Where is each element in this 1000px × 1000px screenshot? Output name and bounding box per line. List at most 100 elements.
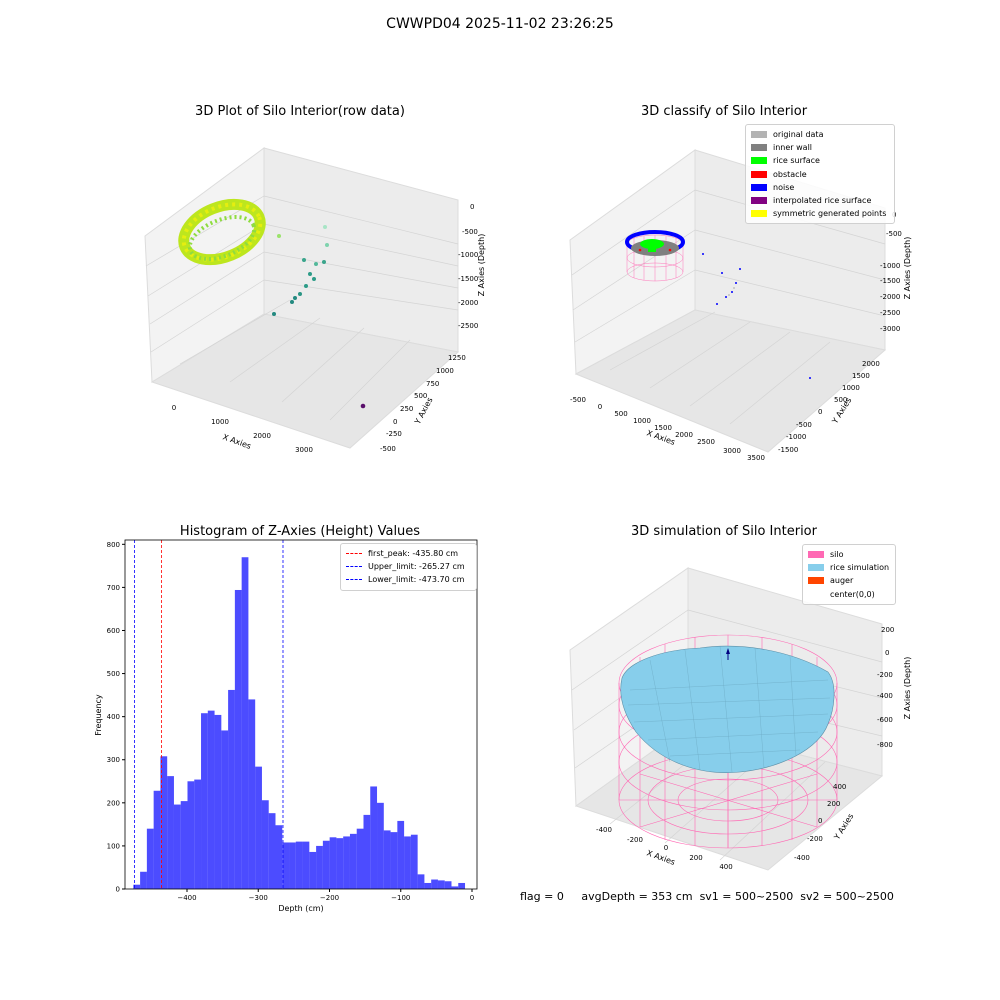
histogram-bar (316, 845, 323, 889)
histogram-bar (377, 802, 384, 889)
svg-text:200: 200 (827, 800, 840, 808)
histogram-bar (140, 871, 147, 889)
histogram-bar (336, 838, 344, 889)
histogram-bar (160, 756, 168, 889)
svg-text:-1500: -1500 (778, 446, 798, 454)
svg-text:2500: 2500 (697, 438, 715, 446)
classify-legend-item: interpolated rice surface (751, 194, 889, 207)
svg-text:400: 400 (833, 783, 846, 791)
svg-text:0: 0 (885, 649, 889, 657)
svg-text:1500: 1500 (654, 424, 672, 432)
histogram-bar (241, 557, 249, 889)
avg-depth-text: avgDepth = 353 cm (581, 890, 693, 903)
legend-swatch (751, 210, 767, 218)
histogram-bar (268, 813, 276, 889)
raw-ytick-6: 1000 (436, 367, 454, 375)
simulation-zlabel: Z Axies (Depth) (903, 657, 912, 720)
histogram-bar (383, 830, 391, 889)
histogram-bar (187, 781, 195, 889)
histogram-title: Histogram of Z-Axies (Height) Values (179, 524, 421, 539)
y-tick-label: 400 (107, 713, 120, 721)
raw-3d-plot: 0 1000 2000 3000 -500 -250 0 250 500 750… (144, 147, 486, 454)
legend-swatch (751, 131, 767, 139)
histogram-bar (234, 589, 242, 889)
svg-text:-200: -200 (807, 835, 823, 843)
svg-text:0: 0 (664, 844, 668, 852)
histogram-bar (451, 886, 459, 889)
classify-zlabel: Z Axies (Depth) (903, 237, 912, 300)
histogram-legend-item: first_peak: -435.80 cm (346, 547, 471, 560)
classify-legend-item: original data (751, 128, 889, 141)
histogram-legend-item: Lower_limit: -473.70 cm (346, 573, 471, 586)
x-tick-label: −400 (177, 894, 196, 902)
y-tick-label: 100 (107, 842, 120, 850)
histogram-bar (444, 881, 452, 889)
legend-swatch (751, 170, 767, 178)
histogram-bar (343, 836, 350, 889)
svg-text:-1000: -1000 (786, 433, 806, 441)
histogram-bar (424, 882, 432, 889)
histogram-bar (329, 837, 337, 889)
raw-xtick-0: 0 (172, 404, 176, 412)
svg-text:-400: -400 (794, 854, 810, 862)
simulation-legend-item: silo (808, 548, 890, 561)
histogram-bar (153, 790, 161, 889)
raw-ytick-1: -250 (386, 430, 402, 438)
svg-text:1000: 1000 (842, 384, 860, 392)
histogram-bar (322, 840, 330, 889)
svg-text:0: 0 (818, 408, 822, 416)
histogram-bar (167, 776, 174, 889)
histogram-bar (458, 882, 466, 889)
svg-text:-400: -400 (877, 692, 893, 700)
legend-swatch (808, 591, 824, 598)
histogram-bar (221, 730, 229, 889)
y-tick-label: 500 (107, 670, 120, 678)
x-tick-label: −200 (320, 894, 339, 902)
status-footer: flag = 0 avgDepth = 353 cm sv1 = 500~250… (520, 890, 894, 903)
y-tick-label: 0 (116, 886, 120, 894)
raw-ytick-3: 250 (400, 405, 413, 413)
histogram-bar (410, 834, 418, 889)
histogram-legend: first_peak: -435.80 cm Upper_limit: -265… (340, 543, 477, 591)
histogram-bar (356, 828, 364, 889)
x-tick-label: 0 (470, 894, 474, 902)
svg-text:2000: 2000 (862, 360, 880, 368)
simulation-legend-item: center(0,0) (808, 588, 890, 601)
svg-text:-500: -500 (570, 396, 586, 404)
legend-swatch (751, 183, 767, 191)
simulation-legend-item: rice simulation (808, 561, 890, 574)
histogram-bar (363, 814, 371, 889)
classify-legend-item: inner wall (751, 141, 889, 154)
raw-xtick-3: 3000 (295, 446, 313, 454)
flag-text: flag = 0 (520, 890, 564, 903)
histogram-bar (194, 779, 202, 889)
histogram-threshold-lines (134, 540, 284, 889)
histogram-bar (228, 689, 235, 889)
histogram-bar (133, 884, 141, 889)
auger-marker (726, 648, 730, 660)
svg-text:1500: 1500 (852, 372, 870, 380)
histogram-bar (309, 851, 317, 889)
histogram-bars (133, 557, 466, 889)
simulation-legend: silo rice simulation auger center(0,0) (802, 544, 896, 605)
svg-text:-200: -200 (877, 671, 893, 679)
histogram-bar (214, 714, 222, 889)
raw-ring-points (178, 198, 266, 266)
legend-swatch (751, 197, 767, 205)
histogram-legend-item: Upper_limit: -265.27 cm (346, 560, 471, 573)
classify-3d-plot: -500 0 500 1000 1500 2000 2500 3000 3500… (569, 149, 912, 462)
histogram-bar (173, 804, 181, 889)
histogram-bar (370, 786, 378, 889)
y-tick-label: 600 (107, 627, 120, 635)
histogram-bar (275, 825, 283, 889)
histogram-y-ticks: 0 100 200 300 400 500 600 700 800 (107, 541, 125, 894)
svg-text:200: 200 (689, 854, 702, 862)
histogram-bar (390, 832, 398, 889)
simulation-plot-title: 3D simulation of Silo Interior (631, 524, 817, 539)
svg-text:2000: 2000 (675, 431, 693, 439)
histogram-x-ticks: −400 −300 −200 −100 0 (177, 889, 474, 902)
legend-swatch (808, 577, 824, 585)
histogram-bar (437, 880, 445, 889)
histogram-bar (295, 841, 303, 889)
raw-ytick-7: 1250 (448, 354, 466, 362)
